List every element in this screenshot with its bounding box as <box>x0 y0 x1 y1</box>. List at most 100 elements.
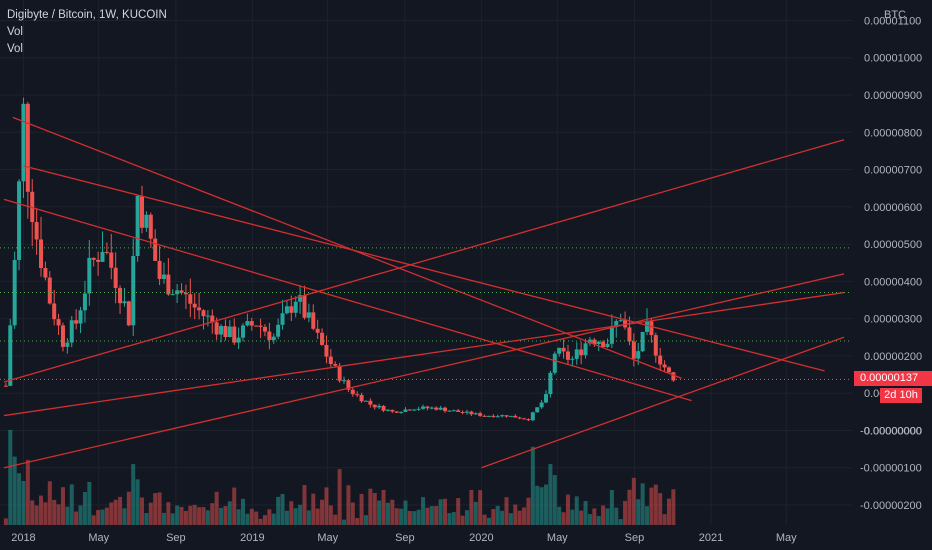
x-tick-label: Sep <box>166 532 186 544</box>
candle-body <box>60 325 65 347</box>
candle-body <box>262 326 267 332</box>
candlesticks <box>3 97 676 422</box>
candle-body <box>118 287 123 304</box>
volume-bar <box>148 502 153 525</box>
candle-body <box>394 411 399 413</box>
y-tick-label: 0.00000200 <box>864 351 922 363</box>
candle-body <box>205 315 210 317</box>
candle-body <box>460 412 465 414</box>
x-tick-label: May <box>547 532 568 544</box>
volume-bar <box>306 510 311 525</box>
candle-body <box>372 404 377 408</box>
y-tick-label: 0.00000800 <box>864 127 922 139</box>
candle-body <box>276 324 281 337</box>
candle-body <box>473 413 478 415</box>
volume-bar <box>649 487 654 525</box>
symbol-title[interactable]: Digibyte / Bitcoin, 1W, KUCOIN <box>7 9 167 21</box>
candle-body <box>407 409 412 411</box>
candle-body <box>522 418 527 420</box>
y-tick-label: -0.00000100 <box>860 463 922 475</box>
volume-bar <box>153 493 158 525</box>
volume-bar <box>491 509 496 525</box>
candle-body <box>486 415 491 417</box>
y-tick-label: 0.00000500 <box>864 239 922 251</box>
candle-body <box>464 411 469 413</box>
volume-bar <box>21 480 26 525</box>
y-tick-label: 0.00000700 <box>864 165 922 177</box>
volume-bar <box>544 484 549 525</box>
volume-bar <box>96 510 101 525</box>
volume-bar <box>359 493 364 525</box>
volume-bar <box>249 508 254 525</box>
volume-bar <box>205 510 210 525</box>
volume-bar <box>456 498 461 525</box>
candle-body <box>289 306 294 313</box>
volume-bar <box>583 500 588 525</box>
volume-bar <box>104 507 109 525</box>
volume-bar <box>258 518 263 525</box>
candle-body <box>302 295 307 318</box>
candle-body <box>368 400 373 405</box>
candle-body <box>153 238 158 261</box>
volume-bar <box>140 497 145 525</box>
candle-body <box>561 347 566 352</box>
candle-body <box>649 321 654 336</box>
trendline <box>12 116 682 379</box>
volume-bar <box>227 501 232 525</box>
y-tick-label: 0.00001100 <box>864 15 921 27</box>
volume-bar <box>666 498 671 525</box>
candle-body <box>298 295 303 302</box>
trendline <box>3 198 692 402</box>
candle-body <box>587 339 592 344</box>
candle-body <box>131 255 136 326</box>
volume-bar <box>333 514 338 525</box>
volume-bar <box>74 511 79 525</box>
volume-bar <box>394 508 399 525</box>
candle-body <box>179 290 184 293</box>
volume-bar <box>434 506 439 525</box>
volume-bar <box>403 500 408 525</box>
volume-bar <box>69 484 74 525</box>
volume-bar <box>517 510 522 525</box>
candle-body <box>631 341 636 359</box>
volume-bar <box>262 515 267 525</box>
candle-body <box>666 367 671 373</box>
candle-body <box>293 301 298 313</box>
candle-body <box>385 409 390 411</box>
candle-body <box>526 419 531 421</box>
candle-body <box>601 341 606 348</box>
candle-body <box>52 303 57 320</box>
candle-body <box>227 326 232 338</box>
volume-bar <box>385 502 390 525</box>
volume-bar <box>324 487 329 525</box>
candle-body <box>447 410 452 412</box>
volume-bar <box>65 506 70 525</box>
candle-body <box>544 394 549 403</box>
volume-bar <box>579 510 584 525</box>
volume-bar <box>161 512 166 525</box>
volume-bar <box>122 508 127 525</box>
volume-bar <box>8 429 13 525</box>
volume-bar <box>179 506 184 525</box>
candle-body <box>25 103 30 192</box>
volume-label-1[interactable]: Vol <box>7 26 23 38</box>
candle-body <box>614 321 619 327</box>
volume-bar <box>552 475 557 525</box>
candle-body <box>192 303 197 308</box>
candle-body <box>236 337 241 343</box>
volume-bar <box>592 508 597 525</box>
volume-bar <box>478 490 483 525</box>
candle-body <box>324 344 329 357</box>
volume-bar <box>438 499 443 525</box>
volume-bar <box>166 502 171 525</box>
volume-bar <box>522 507 527 525</box>
volume-label-2[interactable]: Vol <box>7 43 23 55</box>
candle-body <box>113 267 118 288</box>
volume-bar <box>192 504 197 525</box>
candle-body <box>508 415 513 417</box>
volume-bar <box>381 489 386 525</box>
candle-body <box>271 336 276 341</box>
volume-bar <box>100 509 105 525</box>
candle-body <box>416 408 421 410</box>
